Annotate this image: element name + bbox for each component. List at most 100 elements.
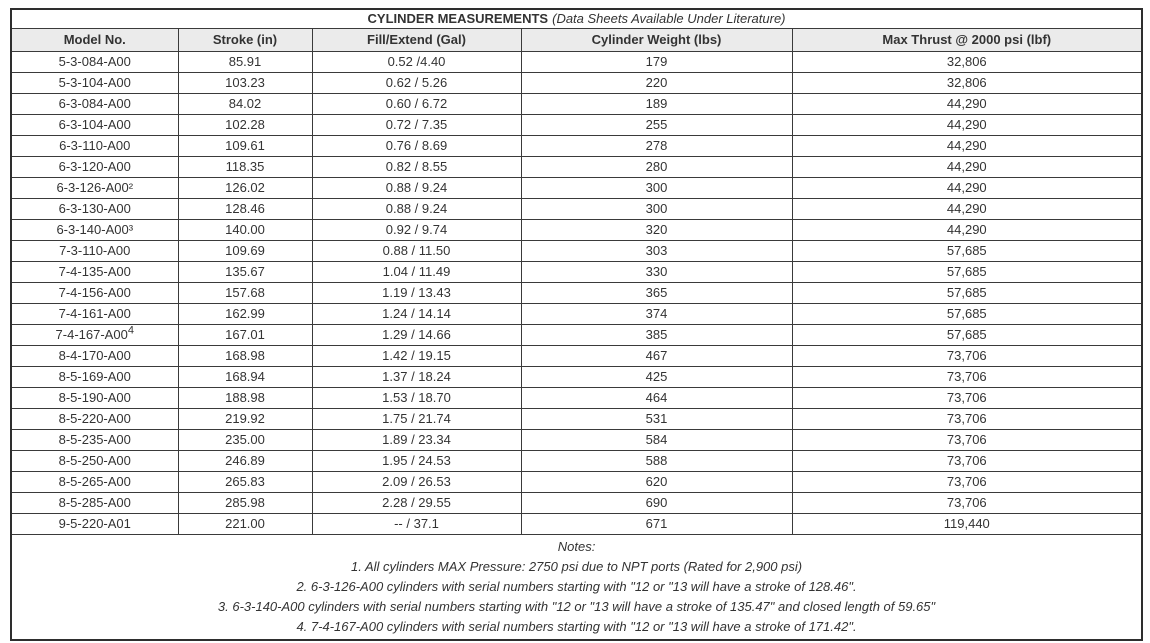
stroke-cell: 109.69 [177,240,313,262]
max-thrust-cell: 32,806 [791,51,1143,73]
fill-extend-cell: 1.19 / 13.43 [311,282,522,304]
model-cell: 6-3-120-A00 [10,156,179,178]
stroke-cell: 135.67 [177,261,313,283]
table-row: 8-5-285-A00 285.98 2.28 / 29.55 690 73,7… [10,492,1143,514]
table-row: 6-3-130-A00 128.46 0.88 / 9.24 300 44,29… [10,198,1143,220]
stroke-cell: 162.99 [177,303,313,325]
weight-cell: 179 [520,51,793,73]
max-thrust-cell: 44,290 [791,135,1143,157]
model-cell: 6-3-110-A00 [10,135,179,157]
max-thrust-cell: 73,706 [791,450,1143,472]
max-thrust-cell: 44,290 [791,177,1143,199]
fill-extend-cell: 1.42 / 19.15 [311,345,522,367]
note-item: 3. 6-3-140-A00 cylinders with serial num… [217,599,936,614]
table-row: 8-5-265-A00 265.83 2.09 / 26.53 620 73,7… [10,471,1143,493]
fill-extend-cell: 0.60 / 6.72 [311,93,522,115]
weight-cell: 278 [520,135,793,157]
table-row: 6-3-084-A00 84.02 0.60 / 6.72 189 44,290 [10,93,1143,115]
model-number: 8-5-220-A00 [58,411,131,426]
model-number: 8-5-235-A00 [58,432,131,447]
model-cell: 8-5-169-A00 [10,366,179,388]
table-row: 5-3-104-A00 103.23 0.62 / 5.26 220 32,80… [10,72,1143,94]
weight-cell: 330 [520,261,793,283]
table-row: 8-4-170-A00 168.98 1.42 / 19.15 467 73,7… [10,345,1143,367]
model-number: 9-5-220-A01 [58,516,131,531]
stroke-cell: 219.92 [177,408,313,430]
column-header-max-thrust: Max Thrust @ 2000 psi (lbf) [791,28,1143,52]
stroke-cell: 84.02 [177,93,313,115]
stroke-cell: 118.35 [177,156,313,178]
table-row: 7-4-161-A00 162.99 1.24 / 14.14 374 57,6… [10,303,1143,325]
fill-extend-cell: 2.28 / 29.55 [311,492,522,514]
notes-section: Notes: 1. All cylinders MAX Pressure: 27… [10,534,1143,641]
note-item: 4. 7-4-167-A00 cylinders with serial num… [296,619,857,634]
table-row: 7-3-110-A00 109.69 0.88 / 11.50 303 57,6… [10,240,1143,262]
fill-extend-cell: -- / 37.1 [311,513,522,535]
weight-cell: 320 [520,219,793,241]
model-cell: 5-3-084-A00 [10,51,179,73]
max-thrust-cell: 119,440 [791,513,1143,535]
max-thrust-cell: 73,706 [791,429,1143,451]
max-thrust-cell: 57,685 [791,324,1143,346]
model-number: 7-4-135-A00 [58,264,131,279]
fill-extend-cell: 1.29 / 14.66 [311,324,522,346]
weight-cell: 531 [520,408,793,430]
stroke-cell: 265.83 [177,471,313,493]
stroke-cell: 126.02 [177,177,313,199]
model-cell: 7-4-135-A00 [10,261,179,283]
table-row: 7-4-156-A00 157.68 1.19 / 13.43 365 57,6… [10,282,1143,304]
fill-extend-cell: 0.92 / 9.74 [311,219,522,241]
fill-extend-cell: 1.89 / 23.34 [311,429,522,451]
table-row: 8-5-250-A00 246.89 1.95 / 24.53 588 73,7… [10,450,1143,472]
table-row: 8-5-235-A00 235.00 1.89 / 23.34 584 73,7… [10,429,1143,451]
weight-cell: 303 [520,240,793,262]
model-cell: 8-5-220-A00 [10,408,179,430]
weight-cell: 464 [520,387,793,409]
model-number: 5-3-104-A00 [58,75,131,90]
table-row: 6-3-120-A00 118.35 0.82 / 8.55 280 44,29… [10,156,1143,178]
model-number: 6-3-130-A00 [58,201,131,216]
model-number: 5-3-084-A00 [58,54,131,69]
stroke-cell: 140.00 [177,219,313,241]
table-row: 5-3-084-A00 85.91 0.52 /4.40 179 32,806 [10,51,1143,73]
fill-extend-cell: 1.53 / 18.70 [311,387,522,409]
max-thrust-cell: 73,706 [791,345,1143,367]
model-cell: 5-3-104-A00 [10,72,179,94]
max-thrust-cell: 57,685 [791,303,1143,325]
fill-extend-cell: 1.24 / 14.14 [311,303,522,325]
model-cell: 8-5-235-A00 [10,429,179,451]
cylinder-measurements-table: CYLINDER MEASUREMENTS (Data Sheets Availa… [10,8,1144,641]
model-number: 7-4-161-A00 [58,306,131,321]
stroke-cell: 103.23 [177,72,313,94]
model-number: 7-4-156-A00 [58,285,131,300]
model-cell: 8-5-285-A00 [10,492,179,514]
stroke-cell: 102.28 [177,114,313,136]
fill-extend-cell: 0.88 / 11.50 [311,240,522,262]
model-number: 8-4-170-A00 [58,348,131,363]
fill-extend-cell: 0.88 / 9.24 [311,198,522,220]
weight-cell: 374 [520,303,793,325]
table-row: 9-5-220-A01 221.00 -- / 37.1 671 119,440 [10,513,1143,535]
column-header-model: Model No. [10,28,179,52]
model-number: 7-3-110-A00 [59,243,131,258]
model-number: 6-3-120-A00 [58,159,131,174]
model-number: 6-3-110-A00 [59,138,131,153]
weight-cell: 588 [520,450,793,472]
max-thrust-cell: 44,290 [791,114,1143,136]
table-header-row: Model No. Stroke (in) Fill/Extend (Gal) … [10,28,1143,52]
table-row: 8-5-220-A00 219.92 1.75 / 21.74 531 73,7… [10,408,1143,430]
model-cell: 6-3-126-A00² [10,177,179,199]
table-title: CYLINDER MEASUREMENTS [367,11,549,26]
max-thrust-cell: 73,706 [791,471,1143,493]
table-title-cell: CYLINDER MEASUREMENTS (Data Sheets Availa… [10,8,1143,29]
model-number: 6-3-104-A00 [58,117,131,132]
table-row: 7-4-167-A004 167.01 1.29 / 14.66 385 57,… [10,324,1143,346]
stroke-cell: 285.98 [177,492,313,514]
weight-cell: 425 [520,366,793,388]
stroke-cell: 221.00 [177,513,313,535]
max-thrust-cell: 73,706 [791,492,1143,514]
weight-cell: 220 [520,72,793,94]
stroke-cell: 109.61 [177,135,313,157]
table-row: 8-5-169-A00 168.94 1.37 / 18.24 425 73,7… [10,366,1143,388]
